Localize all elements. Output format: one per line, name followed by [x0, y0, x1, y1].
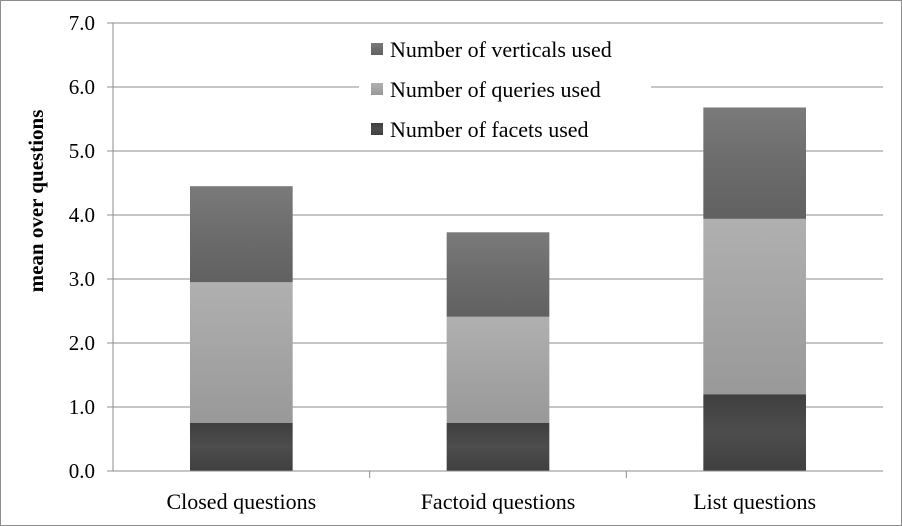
x-category-label: Factoid questions: [421, 489, 576, 514]
legend-label-number-of-facets-used: Number of facets used: [390, 117, 589, 142]
bar-segment-number-of-queries-used: [190, 282, 293, 423]
bar-segment-number-of-facets-used: [446, 423, 550, 471]
y-tick-label: 3.0: [69, 267, 95, 291]
x-category-label: List questions: [693, 489, 816, 514]
legend-swatch-number-of-queries-used: [371, 83, 383, 95]
y-axis-title: mean over questions: [24, 110, 48, 293]
x-axis-category-labels: Closed questions Factoid questions List qu…: [166, 489, 816, 514]
bar-segment-number-of-facets-used: [703, 394, 806, 471]
bars: [190, 107, 806, 471]
y-tick-label: 7.0: [69, 11, 95, 35]
bar-segment-number-of-verticals-used: [703, 107, 806, 219]
y-tick-label: 4.0: [69, 203, 95, 227]
y-tick-label: 0.0: [69, 459, 95, 483]
axes: [112, 23, 883, 478]
legend-swatch-number-of-facets-used: [371, 123, 383, 135]
legend-label-number-of-verticals-used: Number of verticals used: [390, 37, 612, 62]
y-axis-tick-labels: 0.0 1.0 2.0 3.0 4.0 5.0 6.0 7.0: [69, 11, 95, 483]
legend-label-number-of-queries-used: Number of queries used: [390, 77, 601, 102]
y-tick-label: 1.0: [69, 395, 95, 419]
legend-swatch-number-of-verticals-used: [371, 43, 383, 55]
y-tick-label: 2.0: [69, 331, 95, 355]
bar-segment-number-of-facets-used: [190, 423, 293, 471]
bar-segment-number-of-verticals-used: [190, 186, 293, 283]
y-tick-label: 5.0: [69, 139, 95, 163]
bar-segment-number-of-verticals-used: [446, 232, 550, 317]
y-tick-label: 6.0: [69, 75, 95, 99]
legend: Number of verticals used Number of querie…: [359, 27, 651, 147]
bar-segment-number-of-queries-used: [703, 218, 806, 395]
legend-box: [359, 27, 651, 147]
bar-segment-number-of-queries-used: [446, 316, 550, 423]
x-category-label: Closed questions: [166, 489, 316, 514]
